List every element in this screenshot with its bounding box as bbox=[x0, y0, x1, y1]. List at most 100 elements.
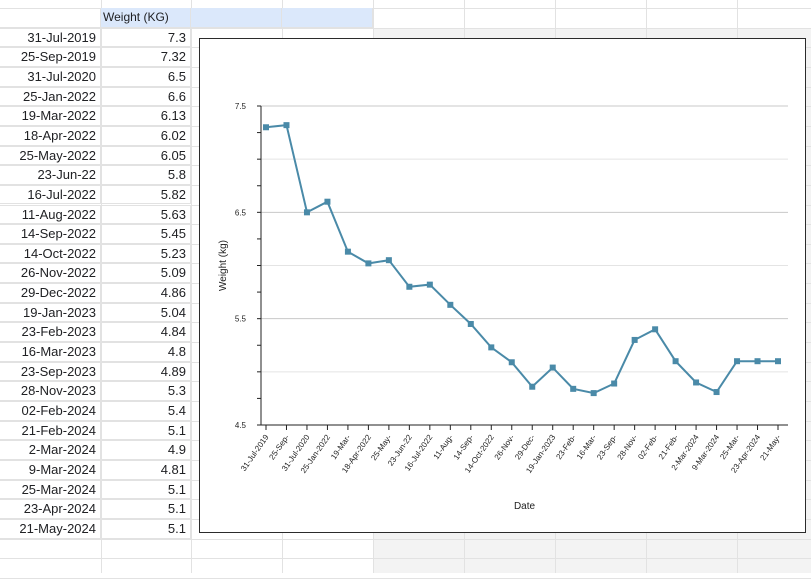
data-point[interactable] bbox=[508, 359, 515, 366]
weight-cell[interactable]: 4.89 bbox=[101, 361, 191, 382]
date-cell[interactable]: 25-Sep-2019 bbox=[0, 47, 101, 67]
x-tick-label: 21-May- bbox=[758, 433, 782, 462]
weight-cell[interactable]: 4.84 bbox=[101, 322, 191, 343]
weight-cell[interactable]: 6.05 bbox=[101, 145, 191, 166]
weight-cell[interactable]: 5.1 bbox=[101, 499, 191, 519]
y-tick-label: 4.5 bbox=[235, 421, 247, 430]
data-point[interactable] bbox=[263, 124, 269, 131]
weight-cell[interactable]: 6.5 bbox=[101, 66, 191, 87]
data-point[interactable] bbox=[406, 283, 413, 290]
grid-row-line bbox=[0, 8, 811, 9]
weight-cell[interactable]: 5.3 bbox=[101, 381, 191, 401]
data-point[interactable] bbox=[611, 380, 618, 387]
data-point[interactable] bbox=[570, 385, 577, 392]
date-cell[interactable]: 9-Mar-2024 bbox=[0, 459, 101, 480]
weight-cell[interactable]: 6.13 bbox=[101, 106, 191, 126]
weight-cell[interactable]: 4.86 bbox=[101, 283, 191, 303]
date-cell[interactable]: 16-Jul-2022 bbox=[0, 184, 101, 205]
weight-cell[interactable]: 4.8 bbox=[101, 342, 191, 362]
date-cell[interactable]: 25-Jan-2022 bbox=[0, 86, 101, 107]
weight-cell[interactable]: 7.3 bbox=[101, 27, 191, 48]
date-cell[interactable]: 25-May-2022 bbox=[0, 145, 101, 166]
weight-line-chart[interactable]: 4.5 5.5 6.5 7.5 31-Jul-2019 25-Sep- 31-Jul-20… bbox=[199, 38, 806, 533]
y-axis-ticks: 4.5 5.5 6.5 7.5 bbox=[235, 102, 261, 430]
weight-cell[interactable]: 6.6 bbox=[101, 86, 191, 107]
y-axis-label: Weight (kg) bbox=[218, 240, 229, 291]
weight-cell[interactable]: 5.1 bbox=[101, 479, 191, 500]
cell-a1[interactable] bbox=[0, 8, 101, 28]
data-point[interactable] bbox=[652, 326, 659, 333]
date-cell[interactable]: 21-Feb-2024 bbox=[0, 420, 101, 441]
weight-cell[interactable]: 5.1 bbox=[101, 420, 191, 441]
date-cell[interactable]: 14-Oct-2022 bbox=[0, 243, 101, 264]
date-cell[interactable]: 19-Jan-2023 bbox=[0, 302, 101, 323]
data-point[interactable] bbox=[734, 358, 741, 365]
data-point[interactable] bbox=[590, 390, 597, 397]
header-weight-kg[interactable]: Weight (KG) bbox=[101, 8, 191, 28]
date-cell[interactable]: 19-Mar-2022 bbox=[0, 106, 101, 126]
grid-row-line bbox=[0, 558, 811, 560]
weight-cell[interactable]: 4.81 bbox=[101, 459, 191, 480]
data-point[interactable] bbox=[344, 248, 351, 255]
weight-cell[interactable]: 5.09 bbox=[101, 263, 191, 284]
data-point[interactable] bbox=[426, 281, 433, 288]
weight-series-line bbox=[265, 124, 778, 395]
x-axis-label: Date bbox=[514, 501, 536, 512]
date-cell[interactable]: 16-Mar-2023 bbox=[0, 342, 101, 362]
data-point[interactable] bbox=[693, 379, 700, 386]
data-point[interactable] bbox=[713, 389, 720, 396]
x-axis-ticks: 31-Jul-201925-Sep-31-Jul-202025-Jan-2022… bbox=[239, 425, 783, 475]
date-cell[interactable]: 11-Aug-2022 bbox=[0, 204, 101, 225]
weight-cell[interactable]: 5.1 bbox=[101, 518, 191, 539]
weight-cell[interactable]: 5.23 bbox=[101, 243, 191, 264]
x-tick-label: 28-Nov- bbox=[616, 433, 640, 462]
data-point[interactable] bbox=[529, 383, 536, 390]
date-cell[interactable]: 28-Nov-2023 bbox=[0, 381, 101, 401]
weight-cell[interactable]: 4.9 bbox=[101, 440, 191, 460]
y-tick-label: 6.5 bbox=[235, 208, 247, 217]
date-cell[interactable]: 31-Jul-2020 bbox=[0, 66, 101, 87]
date-cell[interactable]: 29-Dec-2022 bbox=[0, 283, 101, 303]
data-point[interactable] bbox=[365, 260, 372, 267]
data-point[interactable] bbox=[283, 122, 290, 129]
y-tick-label: 5.5 bbox=[235, 315, 247, 324]
date-cell[interactable]: 31-Jul-2019 bbox=[0, 27, 101, 48]
header-selected-cell[interactable] bbox=[282, 8, 373, 28]
grid-row-line bbox=[0, 538, 811, 540]
data-point[interactable] bbox=[631, 336, 638, 343]
date-cell[interactable]: 23-Feb-2023 bbox=[0, 322, 101, 343]
chart-canvas: 4.5 5.5 6.5 7.5 31-Jul-201925-Sep-31-Jul-20… bbox=[218, 102, 788, 512]
date-cell[interactable]: 18-Apr-2022 bbox=[0, 125, 101, 146]
date-cell[interactable]: 14-Sep-2022 bbox=[0, 224, 101, 244]
date-cell[interactable]: 25-Mar-2024 bbox=[0, 479, 101, 500]
data-point[interactable] bbox=[324, 198, 331, 205]
date-cell[interactable]: 23-Sep-2023 bbox=[0, 361, 101, 382]
data-point[interactable] bbox=[549, 364, 556, 371]
date-cell[interactable]: 23-Apr-2024 bbox=[0, 499, 101, 519]
data-point[interactable] bbox=[467, 320, 474, 327]
data-point[interactable] bbox=[754, 358, 761, 365]
weight-cell[interactable]: 7.32 bbox=[101, 47, 191, 67]
weight-cell[interactable]: 5.8 bbox=[101, 165, 191, 185]
data-point[interactable] bbox=[447, 301, 454, 308]
date-cell[interactable]: 21-May-2024 bbox=[0, 518, 101, 539]
weight-cell[interactable]: 5.45 bbox=[101, 224, 191, 244]
date-cell[interactable]: 2-Mar-2024 bbox=[0, 440, 101, 460]
y-tick-label: 7.5 bbox=[235, 102, 247, 111]
x-tick-label: 31-Jul-2019 bbox=[239, 433, 271, 473]
data-point[interactable] bbox=[488, 344, 495, 351]
weight-cell[interactable]: 5.4 bbox=[101, 401, 191, 421]
grid-column-line bbox=[191, 0, 192, 573]
weight-cell[interactable]: 5.82 bbox=[101, 184, 191, 205]
data-point[interactable] bbox=[385, 257, 392, 264]
data-point[interactable] bbox=[775, 358, 781, 365]
data-point[interactable] bbox=[672, 358, 679, 365]
date-cell[interactable]: 26-Nov-2022 bbox=[0, 263, 101, 284]
weight-cell[interactable]: 5.04 bbox=[101, 302, 191, 323]
header-selected-cell[interactable] bbox=[191, 8, 282, 28]
data-point[interactable] bbox=[303, 209, 310, 216]
weight-cell[interactable]: 6.02 bbox=[101, 125, 191, 146]
date-cell[interactable]: 02-Feb-2024 bbox=[0, 401, 101, 421]
weight-cell[interactable]: 5.63 bbox=[101, 204, 191, 225]
date-cell[interactable]: 23-Jun-22 bbox=[0, 165, 101, 185]
